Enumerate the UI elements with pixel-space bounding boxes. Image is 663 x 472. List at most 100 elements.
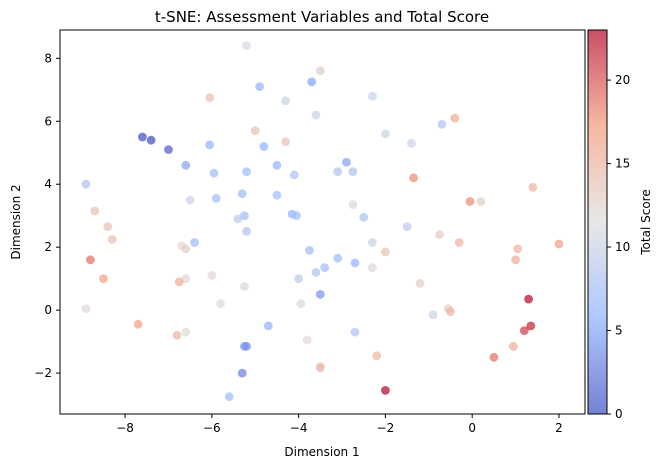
scatter-point — [381, 386, 390, 395]
scatter-point — [190, 238, 199, 247]
axes-layer: −8 −6 −4 −2 0 2 −2 0 2 4 6 8 — [34, 29, 586, 435]
scatter-point — [476, 197, 486, 206]
scatter-point — [320, 263, 330, 272]
scatter-point — [240, 341, 249, 351]
y-tick-label: 6 — [44, 114, 52, 128]
scatter-point — [181, 327, 191, 337]
chart-title: t-SNE: Assessment Variables and Total Sc… — [155, 8, 489, 26]
scatter-point — [342, 157, 351, 167]
scatter-point — [519, 326, 529, 335]
scatter-point — [294, 274, 303, 284]
scatter-point — [368, 263, 377, 272]
colorbar: 0 5 10 15 20 — [587, 29, 630, 421]
scatter-point — [435, 230, 444, 240]
scatter-point — [90, 206, 100, 216]
scatter-point — [259, 142, 269, 151]
scatter-point — [407, 138, 416, 148]
colorbar-tick-label: 20 — [615, 73, 630, 87]
scatter-point — [333, 167, 343, 177]
scatter-point — [315, 290, 325, 299]
scatter-point — [181, 160, 191, 170]
scatter-point — [402, 222, 412, 232]
scatter-point — [211, 194, 221, 203]
scatter-point — [107, 234, 117, 244]
scatter-point — [209, 168, 219, 178]
colorbar-label: Total Score — [639, 189, 653, 255]
scatter-point — [348, 167, 358, 177]
scatter-point — [333, 253, 343, 263]
scatter-point — [237, 189, 247, 199]
scatter-point — [450, 113, 460, 123]
scatter-point — [554, 239, 564, 249]
x-axis-label: Dimension 1 — [284, 445, 359, 459]
scatter-point — [381, 129, 390, 139]
scatter-point — [81, 179, 91, 189]
y-tick-label: −2 — [34, 366, 52, 380]
scatter-point — [409, 173, 418, 183]
scatter-point — [242, 41, 252, 51]
scatter-point — [133, 319, 143, 329]
x-tick-label: −2 — [377, 421, 395, 435]
scatter-point — [415, 279, 425, 288]
scatter-point — [372, 351, 382, 361]
scatter-point — [250, 126, 260, 136]
scatter-point — [240, 282, 249, 291]
scatter-point — [81, 304, 91, 313]
scatter-point — [255, 82, 264, 92]
scatter-point — [207, 271, 217, 280]
y-axis-label: Dimension 2 — [9, 184, 23, 259]
points-layer — [81, 41, 564, 402]
scatter-point — [292, 211, 301, 221]
scatter-point — [216, 299, 225, 309]
scatter-point — [233, 214, 243, 224]
scatter-point — [305, 245, 314, 255]
scatter-point — [381, 247, 390, 257]
scatter-point — [281, 137, 290, 147]
x-tick-label: 0 — [468, 421, 476, 435]
scatter-point — [524, 294, 533, 304]
scatter-point — [437, 120, 447, 129]
x-tick-label: −4 — [290, 421, 308, 435]
colorbar-tick-label: 15 — [615, 157, 630, 171]
scatter-point — [315, 66, 325, 76]
scatter-point — [350, 258, 360, 268]
scatter-point — [272, 160, 282, 170]
scatter-point — [368, 238, 377, 247]
scatter-point — [181, 244, 191, 254]
colorbar-tick-label: 0 — [615, 407, 623, 421]
scatter-point — [185, 195, 195, 205]
plot-frame — [59, 29, 586, 415]
colorbar-tick-label: 10 — [615, 240, 630, 254]
scatter-point — [511, 255, 520, 265]
scatter-point — [164, 145, 173, 155]
scatter-point — [86, 255, 95, 265]
scatter-point — [281, 96, 290, 106]
scatter-point — [205, 140, 215, 150]
scatter-point — [237, 368, 247, 378]
scatter-point — [138, 132, 147, 142]
scatter-point — [509, 341, 518, 351]
x-tick-label: −6 — [203, 421, 221, 435]
scatter-point — [446, 307, 455, 317]
scatter-point — [263, 321, 273, 331]
scatter-point — [174, 277, 184, 287]
scatter-point — [348, 200, 358, 210]
scatter-point — [359, 212, 369, 222]
scatter-point — [526, 321, 536, 331]
scatter-point — [465, 197, 475, 206]
scatter-point — [311, 268, 321, 277]
scatter-point — [513, 244, 523, 254]
scatter-point — [240, 211, 249, 221]
scatter-point — [428, 310, 438, 320]
scatter-point — [172, 330, 182, 340]
scatter-point — [242, 167, 252, 177]
scatter-point — [302, 335, 312, 345]
x-tick-label: −8 — [116, 421, 134, 435]
scatter-point — [103, 222, 113, 232]
colorbar-tick-label: 5 — [615, 324, 623, 338]
scatter-point — [99, 274, 108, 284]
y-tick-label: 4 — [44, 177, 52, 191]
y-tick-label: 8 — [44, 51, 52, 65]
